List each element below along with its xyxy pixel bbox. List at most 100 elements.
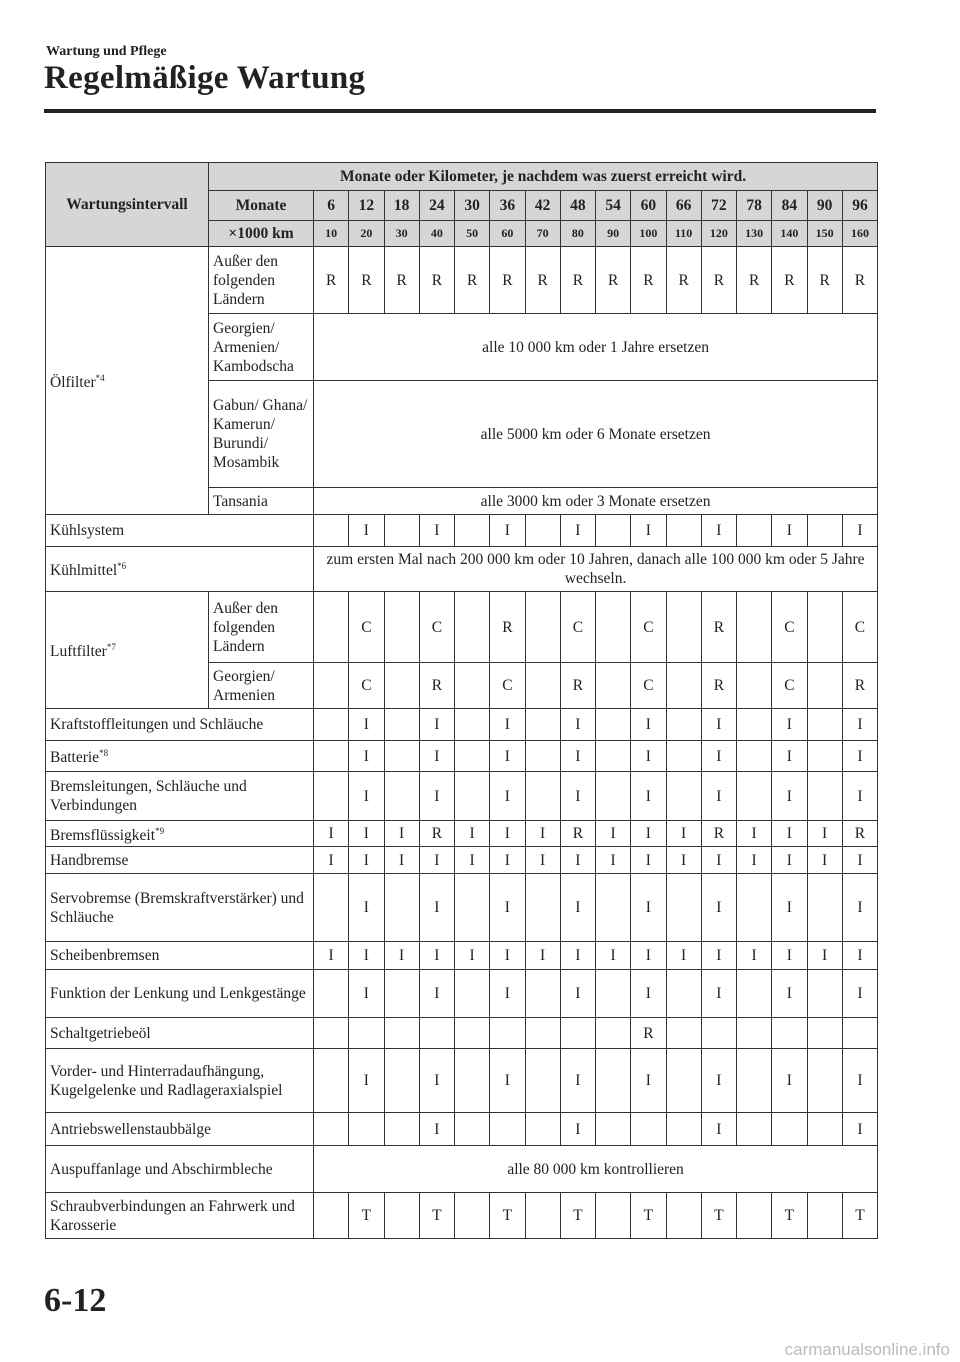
interval-cell: I: [771, 740, 808, 772]
table-row: Gabun/ Ghana/ Kamerun/ Burundi/ Mosambik…: [46, 380, 879, 488]
interval-cell: I: [312, 846, 350, 875]
interval-cell: [594, 969, 632, 1019]
interval-cell: [348, 1017, 385, 1050]
km-value: 10: [312, 220, 350, 247]
item-name: Servobremse (Bremskraftverstärker) und S…: [50, 889, 304, 926]
interval-cell: [383, 514, 420, 547]
interval-cell: [312, 969, 350, 1019]
item-label: Auspuffanlage und Abschirmbleche: [45, 1145, 314, 1194]
item-name: Kühlmittel: [50, 562, 118, 580]
item-label: Luftfilter*7: [45, 591, 209, 709]
interval-cell: I: [630, 514, 667, 547]
interval-cell: R: [418, 662, 456, 709]
km-value: 110: [665, 220, 702, 247]
interval-cell: I: [418, 969, 456, 1019]
interval-cell: T: [489, 1192, 526, 1240]
interval-cell: [312, 873, 350, 943]
interval-cell: I: [559, 941, 597, 971]
item-name: Batterie: [50, 749, 100, 767]
interval-cell: R: [630, 1017, 667, 1050]
interval-cell: I: [348, 740, 385, 772]
maintenance-table: Wartungsintervall Monate oder Kilometer,…: [45, 162, 879, 1240]
interval-cell: [312, 708, 350, 741]
interval-cell: R: [630, 246, 667, 314]
interval-cell: C: [559, 591, 597, 663]
interval-cell: [559, 1017, 597, 1050]
interval-cell: R: [312, 246, 350, 314]
table-row: Ölfilter*4 Außer den folgenden Ländern R R R…: [45, 246, 879, 515]
interval-cell: I: [348, 873, 385, 943]
interval-cell: [806, 1192, 843, 1240]
interval-cell: [735, 708, 773, 741]
interval-cell: I: [489, 1048, 526, 1114]
table-row: Schraubverbindungen an Fahrwerk und Karo…: [45, 1192, 879, 1240]
months-value: 18: [383, 190, 420, 221]
interval-cell: R: [665, 246, 702, 314]
km-value: 90: [594, 220, 632, 247]
item-label: Batterie*8: [45, 740, 314, 772]
interval-cell: I: [524, 819, 561, 848]
interval-cell: I: [453, 819, 491, 848]
interval-cell: I: [348, 708, 385, 741]
interval-cell: [665, 1112, 702, 1147]
interval-cell: I: [841, 740, 879, 772]
table-row: Kühlmittel*6 zum ersten Mal nach 200 000 …: [45, 546, 879, 592]
interval-cell: [383, 1048, 420, 1114]
interval-cell: [594, 514, 632, 547]
interval-cell: [418, 1017, 456, 1050]
interval-cell: I: [771, 708, 808, 741]
interval-cell: T: [630, 1192, 667, 1240]
interval-cell: R: [489, 246, 526, 314]
interval-cell: I: [383, 846, 420, 875]
interval-cell: I: [841, 1112, 879, 1147]
interval-cell: [312, 591, 350, 663]
table-row: Auspuffanlage und Abschirmbleche alle 80 …: [45, 1145, 879, 1194]
item-name: Vorder- und Hinterradaufhängung, Kugelge…: [50, 1062, 283, 1099]
interval-cell: I: [665, 941, 702, 971]
interval-cell: I: [312, 819, 350, 848]
interval-cell: [594, 708, 632, 741]
interval-cell: R: [418, 819, 456, 848]
item-name: Kraftstoffleitungen und Schläuche: [50, 716, 264, 733]
interval-cell: I: [630, 969, 667, 1019]
interval-cell: [453, 771, 491, 821]
interval-cell: [453, 1048, 491, 1114]
interval-cell: T: [418, 1192, 456, 1240]
interval-cell: [735, 514, 773, 547]
section-title: Wartung und Pflege: [46, 44, 167, 59]
item-label: Servobremse (Bremskraftverstärker) und S…: [45, 873, 314, 943]
table-row: Bremsleitungen, Schläuche und Verbindung…: [45, 771, 879, 821]
footnote-ref: *8: [99, 748, 109, 759]
interval-cell: [312, 1048, 350, 1114]
months-label: Monate: [208, 190, 314, 221]
interval-cell: I: [489, 708, 526, 741]
interval-cell: I: [348, 969, 385, 1019]
interval-cell: R: [700, 819, 738, 848]
table-row: Georgien/ Armenien C R C R C R C R: [46, 662, 879, 709]
interval-cell: R: [524, 246, 561, 314]
interval-cell: I: [489, 740, 526, 772]
table-row: Kühlsystem I I I I I I I I: [45, 514, 879, 547]
interval-cell: R: [735, 246, 773, 314]
interval-cell: [806, 1048, 843, 1114]
interval-cell: [594, 1112, 632, 1147]
km-label: ×1000 km: [208, 220, 314, 247]
interval-cell: [524, 662, 561, 709]
interval-cell: I: [559, 873, 597, 943]
table-row: Handbremse I I I I I I I I I I I I I I I I: [45, 846, 879, 875]
interval-span-text: alle 3000 km oder 3 Monate ersetzen: [312, 487, 879, 515]
interval-cell: [489, 1017, 526, 1050]
interval-cell: C: [630, 591, 667, 663]
item-label: Bremsleitungen, Schläuche und Verbindung…: [45, 771, 314, 821]
km-value: 140: [771, 220, 808, 247]
interval-cell: I: [700, 514, 738, 547]
interval-cell: I: [630, 740, 667, 772]
interval-span-text: alle 80 000 km kontrollieren: [312, 1145, 879, 1194]
interval-cell: [453, 1192, 491, 1240]
interval-cell: [383, 1112, 420, 1147]
interval-cell: [383, 740, 420, 772]
interval-cell: I: [841, 846, 879, 875]
footnote-ref: *6: [117, 561, 127, 572]
interval-cell: [524, 1017, 561, 1050]
interval-cell: [594, 740, 632, 772]
